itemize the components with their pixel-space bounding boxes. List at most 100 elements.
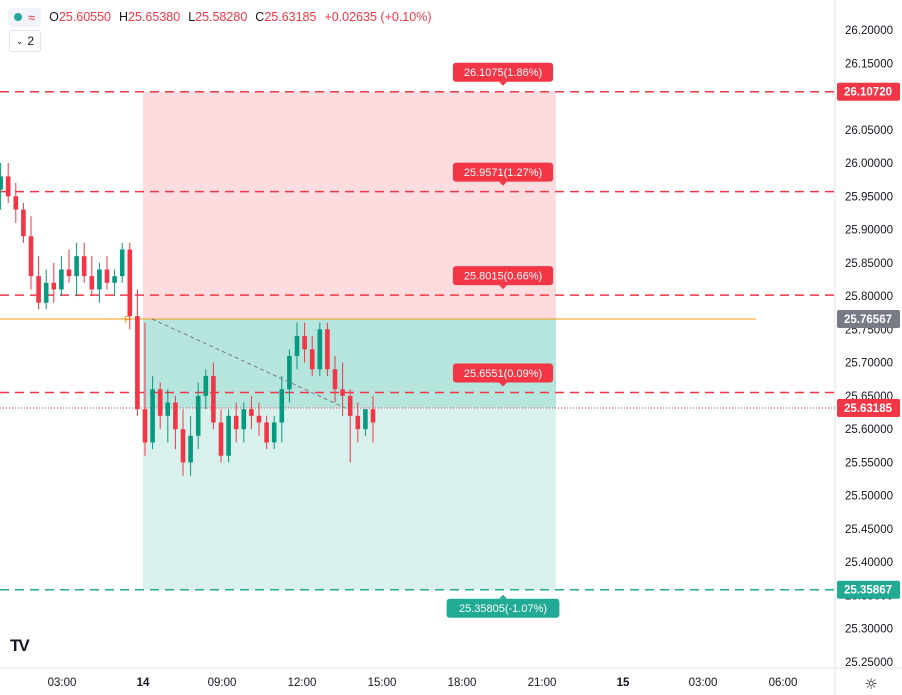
market-open-dot-icon bbox=[14, 13, 22, 21]
candle-body bbox=[150, 389, 155, 443]
candle-body bbox=[309, 349, 315, 370]
high-key: H bbox=[119, 10, 129, 24]
level-label-notch bbox=[499, 285, 507, 290]
price-tick-label: 25.55000 bbox=[845, 457, 893, 469]
level-label-badge[interactable] bbox=[452, 162, 554, 182]
price-tick-label: 25.95000 bbox=[845, 191, 893, 203]
close-value: 25.63185 bbox=[264, 10, 317, 24]
candle-body bbox=[218, 422, 224, 456]
candle-body bbox=[5, 176, 11, 197]
candle-body bbox=[74, 256, 79, 277]
candle-body bbox=[21, 209, 26, 237]
ohlc-legend: ≈ O 25.60550 H 25.65380 L 25.58280 C 25.6318… bbox=[8, 6, 439, 28]
price-axis-badge-text: 26.10720 bbox=[844, 87, 892, 99]
candle-body bbox=[241, 409, 247, 430]
candle-body bbox=[51, 282, 57, 290]
candle-body bbox=[256, 415, 262, 423]
level-label-notch bbox=[499, 181, 507, 186]
candle-body bbox=[173, 402, 178, 430]
candle-body bbox=[165, 402, 171, 416]
candle-body bbox=[104, 269, 110, 283]
time-tick-label: 03:00 bbox=[689, 677, 718, 689]
price-axis-badge-text: 25.35867 bbox=[844, 585, 892, 597]
candle-body bbox=[233, 415, 239, 430]
level-label-badge[interactable] bbox=[452, 266, 554, 286]
candle-body bbox=[127, 249, 133, 317]
price-tick-label: 25.90000 bbox=[845, 225, 893, 237]
candle-body bbox=[66, 269, 72, 277]
candle-body bbox=[264, 422, 269, 443]
time-tick-label: 15:00 bbox=[368, 677, 397, 689]
candle-body bbox=[81, 256, 87, 277]
time-tick-label: 14 bbox=[137, 677, 150, 689]
price-axis-badge bbox=[837, 398, 900, 417]
candle-body bbox=[97, 269, 102, 290]
open-value: 25.60550 bbox=[58, 10, 112, 24]
candle-body bbox=[28, 236, 34, 277]
candle-body bbox=[211, 375, 216, 423]
level-label-text: 26.1075(1.86%) bbox=[464, 67, 542, 79]
price-tick-label: 26.05000 bbox=[845, 125, 893, 137]
candle-body bbox=[36, 276, 41, 303]
price-tick-label: 25.45000 bbox=[845, 524, 893, 536]
time-tick-label: 09:00 bbox=[208, 677, 237, 689]
price-axis-badge-text: 25.76567 bbox=[844, 314, 892, 326]
price-tick-label: 25.25000 bbox=[845, 657, 893, 669]
candle-body bbox=[325, 329, 330, 370]
price-tick-label: 25.80000 bbox=[845, 291, 893, 303]
low-key: L bbox=[188, 10, 196, 24]
time-tick-label: 18:00 bbox=[448, 677, 477, 689]
level-label-notch bbox=[499, 594, 507, 599]
reward-zone[interactable] bbox=[143, 407, 556, 590]
candle-body bbox=[180, 429, 186, 463]
level-label-text: 25.8015(0.66%) bbox=[464, 271, 542, 283]
candle-body bbox=[370, 409, 376, 423]
wave-icon: ≈ bbox=[28, 9, 36, 25]
time-tick-label: 12:00 bbox=[288, 677, 317, 689]
level-label-text: 25.9571(1.27%) bbox=[464, 167, 542, 179]
price-tick-label: 25.85000 bbox=[845, 258, 893, 270]
candle-body bbox=[43, 282, 49, 303]
candle-body bbox=[135, 316, 140, 410]
candle-body bbox=[157, 389, 163, 416]
candle-body bbox=[279, 389, 285, 423]
price-axis-badge bbox=[837, 82, 900, 101]
settings-gear-icon[interactable]: ☼ bbox=[864, 675, 877, 693]
price-axis-badge bbox=[837, 580, 900, 599]
symbol-status-toggle[interactable]: ≈ bbox=[8, 7, 42, 27]
level-label-notch bbox=[499, 382, 507, 387]
candle-body bbox=[89, 276, 95, 290]
candle-body bbox=[226, 415, 231, 456]
level-label-badge[interactable] bbox=[446, 598, 560, 618]
level-label-text: 25.35805(-1.07%) bbox=[459, 603, 547, 615]
candle-body bbox=[271, 422, 277, 443]
price-tick-label: 25.30000 bbox=[845, 624, 893, 636]
time-tick-label: 15 bbox=[617, 677, 630, 689]
close-key: C bbox=[255, 10, 265, 24]
indicators-toggle-button[interactable]: ⌄ 2 bbox=[9, 30, 41, 52]
time-tick-label: 21:00 bbox=[528, 677, 557, 689]
candle-body bbox=[59, 269, 64, 290]
candle-body bbox=[355, 415, 361, 430]
candle-body bbox=[203, 375, 209, 396]
level-label-badge[interactable] bbox=[452, 62, 554, 82]
level-label-badge[interactable] bbox=[452, 363, 554, 383]
chevron-down-icon: ⌄ bbox=[15, 35, 24, 46]
tradingview-logo-icon[interactable]: TV bbox=[10, 636, 30, 655]
entry-marker: P bbox=[124, 315, 131, 326]
price-tick-label: 26.15000 bbox=[845, 58, 893, 70]
low-value: 25.58280 bbox=[195, 10, 248, 24]
price-tick-label: 26.00000 bbox=[845, 158, 893, 170]
candle-body bbox=[294, 336, 300, 356]
candle-body bbox=[317, 329, 323, 370]
candle-body bbox=[195, 395, 201, 436]
indicators-count: 2 bbox=[27, 34, 35, 48]
candle-body bbox=[287, 355, 292, 390]
candle-body bbox=[188, 435, 193, 463]
level-label-notch bbox=[499, 81, 507, 86]
price-tick-label: 25.70000 bbox=[845, 358, 893, 370]
candle-body bbox=[0, 176, 3, 190]
candle-body bbox=[13, 196, 19, 210]
candle-body bbox=[347, 395, 353, 416]
